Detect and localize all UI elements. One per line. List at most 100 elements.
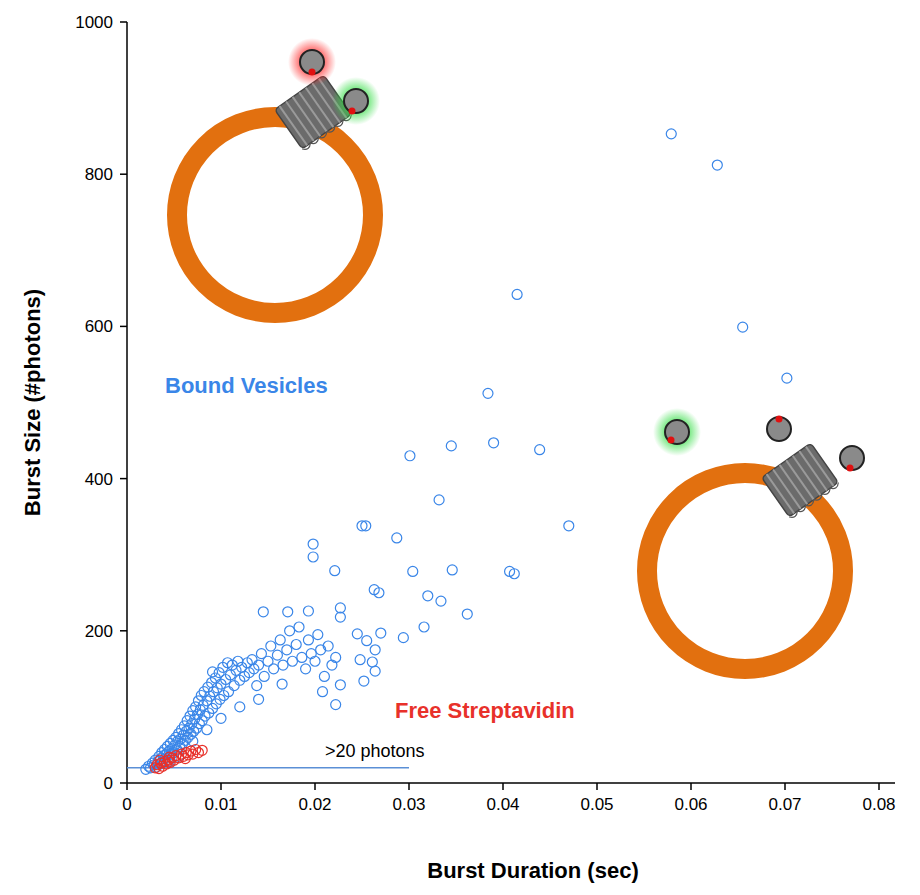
y-tick-label: 600 — [85, 317, 113, 336]
x-tick-label: 0.01 — [204, 795, 237, 814]
point — [512, 289, 522, 299]
point — [376, 628, 386, 638]
series-points — [150, 745, 207, 774]
biotin — [668, 437, 675, 444]
vesicle — [647, 473, 843, 669]
point — [308, 552, 318, 562]
point — [446, 441, 456, 451]
x-axis-title: Burst Duration (sec) — [427, 858, 638, 883]
y-tick — [120, 782, 127, 784]
point — [359, 676, 369, 686]
x-tick-label: 0 — [122, 795, 131, 814]
point — [331, 700, 341, 710]
point — [335, 612, 345, 622]
point — [447, 565, 457, 575]
point — [197, 745, 207, 755]
point — [216, 713, 226, 723]
y-tick-label: 1000 — [75, 13, 113, 32]
point — [272, 650, 282, 660]
x-tick — [596, 783, 598, 790]
series-points — [141, 129, 792, 774]
y-tick — [120, 21, 127, 23]
y-axis-line — [126, 22, 128, 783]
point — [291, 639, 301, 649]
point — [462, 609, 472, 619]
point — [266, 641, 276, 651]
point — [318, 687, 328, 697]
point — [405, 451, 415, 461]
dye-glow — [653, 408, 701, 456]
point — [434, 495, 444, 505]
y-tick — [120, 478, 127, 480]
point — [738, 322, 748, 332]
point — [180, 754, 190, 764]
point — [398, 633, 408, 643]
point — [419, 622, 429, 632]
point — [283, 607, 293, 617]
x-tick-label: 0.08 — [862, 795, 895, 814]
point — [235, 702, 245, 712]
x-tick-label: 0.03 — [392, 795, 425, 814]
point — [331, 652, 341, 662]
point — [370, 666, 380, 676]
point — [330, 566, 340, 576]
point — [310, 656, 320, 666]
point — [303, 606, 313, 616]
streptavidin — [344, 89, 368, 113]
point — [564, 521, 574, 531]
series-label: Free Streptavidin — [395, 698, 575, 723]
point — [252, 681, 262, 691]
point — [483, 388, 493, 398]
x-tick — [784, 783, 786, 790]
y-tick-label: 400 — [85, 470, 113, 489]
point — [370, 645, 380, 655]
y-tick — [120, 173, 127, 175]
point — [308, 539, 318, 549]
y-tick-label: 200 — [85, 622, 113, 641]
point — [361, 521, 371, 531]
point — [423, 591, 433, 601]
point — [362, 636, 372, 646]
point — [229, 681, 239, 691]
point — [436, 596, 446, 606]
biotin — [349, 108, 356, 115]
point — [301, 664, 311, 674]
point — [509, 569, 519, 579]
x-tick — [502, 783, 504, 790]
x-axis-line — [127, 782, 895, 784]
vesicle — [177, 117, 373, 313]
point — [392, 533, 402, 543]
point — [282, 645, 292, 655]
dye-glow — [288, 38, 336, 86]
biotin — [309, 69, 316, 76]
x-tick — [878, 783, 880, 790]
point — [277, 679, 287, 689]
x-tick-label: 0.04 — [486, 795, 519, 814]
point — [259, 671, 269, 681]
x-tick-label: 0.05 — [580, 795, 613, 814]
point — [164, 752, 174, 762]
biotin — [776, 416, 783, 423]
streptavidin — [665, 420, 689, 444]
x-tick — [408, 783, 410, 790]
point — [155, 755, 165, 765]
dye-glow — [332, 77, 380, 125]
x-tick-label: 0.02 — [298, 795, 331, 814]
point — [535, 445, 545, 455]
y-tick-label: 800 — [85, 165, 113, 184]
y-axis-title: Burst Size (#photons) — [20, 289, 45, 516]
point — [489, 438, 499, 448]
x-tick — [220, 783, 222, 790]
point — [254, 660, 264, 670]
point — [335, 680, 345, 690]
y-tick-label: 0 — [104, 774, 113, 793]
point — [666, 129, 676, 139]
point — [408, 566, 418, 576]
point — [287, 656, 297, 666]
x-tick — [690, 783, 692, 790]
point — [313, 630, 323, 640]
x-tick-label: 0.07 — [768, 795, 801, 814]
x-tick — [314, 783, 316, 790]
annotation: >20 photons — [325, 741, 425, 761]
point — [278, 660, 288, 670]
